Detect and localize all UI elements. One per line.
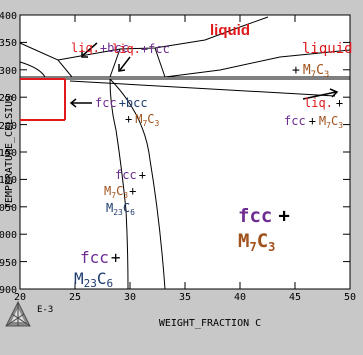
y-tick-1250: 1250 <box>0 93 17 104</box>
y-tick-1050: 1050 <box>0 203 17 214</box>
boundary-fcc-m7c3-right <box>109 78 166 290</box>
x-tick-50: 50 <box>344 292 356 303</box>
label-fcc-big: fcc + <box>238 205 290 227</box>
arrow-liq-fcc-m7c3 <box>302 91 337 100</box>
arrow-liq-bcc <box>81 42 98 57</box>
arrow-fcc-bcc-head <box>69 98 77 108</box>
y-tick-1400: 1400 <box>0 11 17 22</box>
y-tick-1350: 1350 <box>0 38 17 49</box>
x-tick-30: 30 <box>124 292 136 303</box>
label-m7c3-big: M7C3 <box>238 230 275 254</box>
y-axis-label: TEMPERATURE_CELSIUS <box>4 95 15 209</box>
x-tick-40: 40 <box>234 292 246 303</box>
thermo-calc-logo-icon <box>5 300 31 327</box>
boundary-liquidus <box>57 16 269 61</box>
y-tick-1100: 1100 <box>0 175 17 186</box>
phase-boundaries <box>19 16 351 290</box>
label-m23c6-mid: M23C6 <box>106 201 135 217</box>
arrow-liq-bcc-head <box>81 50 88 58</box>
x-tick-20: 20 <box>14 292 26 303</box>
label-liquid-top: liquid <box>210 22 250 39</box>
boundary-liq-fcc <box>109 48 121 78</box>
label-fcc-lower: fcc + <box>80 248 121 267</box>
arrow-liq-fcc-m7c3-head <box>329 88 339 98</box>
y-tick-1200: 1200 <box>0 121 17 132</box>
arrow-liq-fcc <box>119 56 131 71</box>
x-axis-label: WEIGHT_FRACTION C <box>159 318 261 329</box>
boundary-fcc-m7c3-left <box>109 78 129 290</box>
x-axis-unit: E-3 <box>37 305 53 315</box>
y-tick-1150: 1150 <box>0 148 17 159</box>
boundary-liquid-m7c3 <box>164 49 351 78</box>
label-fcc-bcc: fcc +bcc <box>95 96 148 110</box>
label-liq-fcc: liq.+fcc <box>112 42 170 56</box>
label-liq-bcc: liq.+bcc <box>71 41 129 55</box>
label-fcc-mid: fcc + <box>115 168 146 182</box>
y-tick-950: 950 <box>0 258 17 269</box>
label-liquid-m7c3: + M7C3 <box>292 63 329 80</box>
x-axis-ticks <box>74 15 296 289</box>
y-axis-ticks <box>20 14 350 263</box>
label-fcc-m7c3-right: fcc + M7C3 <box>284 114 343 130</box>
x-tick-25: 25 <box>69 292 81 303</box>
label-m23c6-lower: M23C6 <box>74 269 113 290</box>
annotation-arrows <box>69 42 339 108</box>
label-m7c3-a: + M7C3 <box>125 112 160 128</box>
x-tick-35: 35 <box>179 292 191 303</box>
y-tick-1300: 1300 <box>0 66 17 77</box>
red-markers <box>20 78 66 121</box>
x-tick-45: 45 <box>289 292 301 303</box>
label-liq-plus: liq. + <box>304 96 343 110</box>
plot-area <box>20 15 350 289</box>
boundary-liq-fcc-right <box>154 47 166 78</box>
label-liquid-right: liquid <box>302 41 353 57</box>
y-tick-900: 900 <box>0 285 17 296</box>
arrow-liq-fcc-head <box>118 64 126 72</box>
boundary-bcc-lower <box>19 61 46 78</box>
label-m7c3-mid: M7C3+ <box>104 184 136 200</box>
